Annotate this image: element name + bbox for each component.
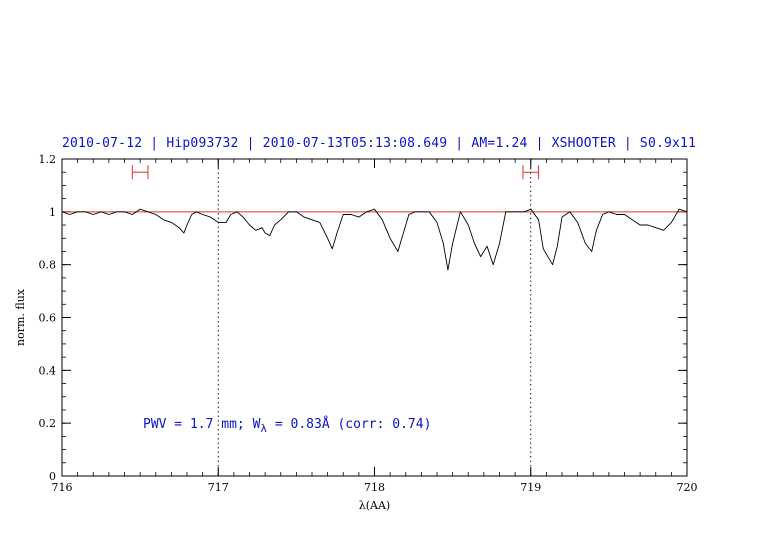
y-tick-label: 0.8 — [39, 259, 57, 272]
y-axis-label: norm. flux — [14, 288, 27, 346]
x-axis-label: λ(AA) — [359, 499, 390, 512]
chart-title: 2010-07-12 | Hip093732 | 2010-07-13T05:1… — [62, 136, 697, 151]
x-tick-label: 720 — [677, 481, 698, 494]
y-tick-label: 0.2 — [39, 417, 57, 430]
y-tick-label: 0.4 — [39, 364, 57, 377]
pwv-annotation: PWV = 1.7 mm; Wλ = 0.83Å (corr: 0.74) — [143, 416, 431, 435]
y-tick-label: 0 — [49, 470, 56, 483]
x-tick-label: 716 — [52, 481, 73, 494]
y-tick-label: 0.6 — [39, 312, 57, 325]
x-tick-label: 719 — [520, 481, 541, 494]
x-tick-label: 717 — [208, 481, 229, 494]
x-tick-label: 718 — [364, 481, 385, 494]
y-tick-label: 1.2 — [39, 153, 57, 166]
y-tick-label: 1 — [49, 206, 56, 219]
spectrum-line — [61, 208, 688, 271]
